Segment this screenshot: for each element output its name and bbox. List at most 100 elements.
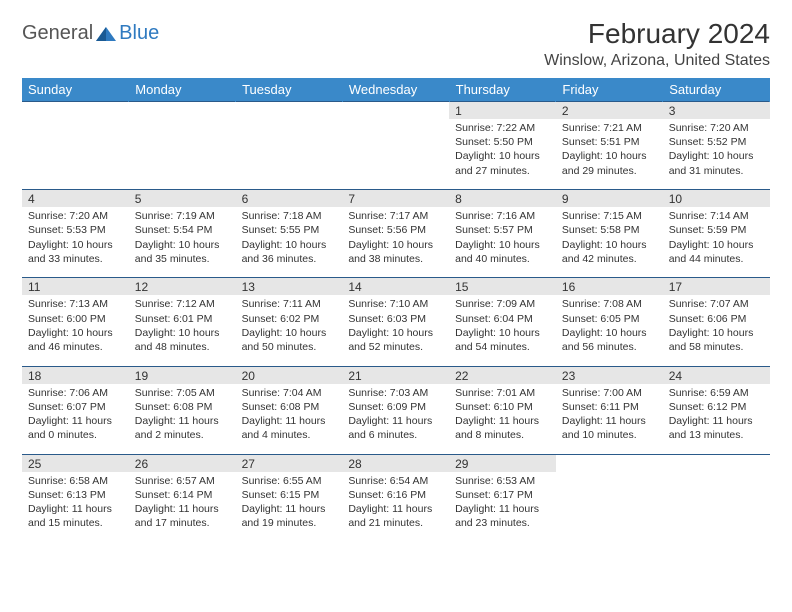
title-block: February 2024 Winslow, Arizona, United S… — [544, 18, 770, 70]
day-detail-cell — [342, 119, 449, 184]
sunrise-text: Sunrise: 7:09 AM — [455, 297, 550, 311]
day-detail-cell: Sunrise: 6:55 AMSunset: 6:15 PMDaylight:… — [236, 472, 343, 537]
day-number-cell: 26 — [129, 454, 236, 472]
day-number-row: 45678910 — [22, 190, 770, 208]
sunset-text: Sunset: 6:04 PM — [455, 312, 550, 326]
daylight-text-2: and 13 minutes. — [669, 428, 764, 442]
day-detail-cell: Sunrise: 7:17 AMSunset: 5:56 PMDaylight:… — [342, 207, 449, 272]
sunset-text: Sunset: 5:50 PM — [455, 135, 550, 149]
day-number-cell: 19 — [129, 366, 236, 384]
daylight-text-2: and 48 minutes. — [135, 340, 230, 354]
day-number-cell — [236, 102, 343, 120]
sunset-text: Sunset: 6:05 PM — [562, 312, 657, 326]
day-number-cell: 9 — [556, 190, 663, 208]
daylight-text-1: Daylight: 10 hours — [669, 326, 764, 340]
day-number-cell — [342, 102, 449, 120]
day-detail-cell: Sunrise: 7:14 AMSunset: 5:59 PMDaylight:… — [663, 207, 770, 272]
day-detail-cell: Sunrise: 7:01 AMSunset: 6:10 PMDaylight:… — [449, 384, 556, 449]
sunset-text: Sunset: 6:02 PM — [242, 312, 337, 326]
day-detail-cell: Sunrise: 6:59 AMSunset: 6:12 PMDaylight:… — [663, 384, 770, 449]
sunrise-text: Sunrise: 6:54 AM — [348, 474, 443, 488]
day-detail-row: Sunrise: 7:06 AMSunset: 6:07 PMDaylight:… — [22, 384, 770, 449]
day-detail-cell: Sunrise: 7:16 AMSunset: 5:57 PMDaylight:… — [449, 207, 556, 272]
daylight-text-2: and 15 minutes. — [28, 516, 123, 530]
day-detail-cell: Sunrise: 7:19 AMSunset: 5:54 PMDaylight:… — [129, 207, 236, 272]
sunrise-text: Sunrise: 7:07 AM — [669, 297, 764, 311]
calendar-body: 123Sunrise: 7:22 AMSunset: 5:50 PMDaylig… — [22, 102, 770, 543]
day-detail-cell: Sunrise: 7:08 AMSunset: 6:05 PMDaylight:… — [556, 295, 663, 360]
day-number-cell: 14 — [342, 278, 449, 296]
sunset-text: Sunset: 6:12 PM — [669, 400, 764, 414]
sunset-text: Sunset: 6:01 PM — [135, 312, 230, 326]
logo-triangle-icon — [95, 25, 117, 43]
daylight-text-2: and 31 minutes. — [669, 164, 764, 178]
month-title: February 2024 — [544, 18, 770, 50]
sunrise-text: Sunrise: 7:21 AM — [562, 121, 657, 135]
daylight-text-1: Daylight: 11 hours — [348, 502, 443, 516]
day-detail-cell — [22, 119, 129, 184]
weekday-header: Friday — [556, 78, 663, 102]
day-detail-cell: Sunrise: 7:21 AMSunset: 5:51 PMDaylight:… — [556, 119, 663, 184]
day-detail-cell: Sunrise: 7:00 AMSunset: 6:11 PMDaylight:… — [556, 384, 663, 449]
daylight-text-2: and 54 minutes. — [455, 340, 550, 354]
sunrise-text: Sunrise: 6:53 AM — [455, 474, 550, 488]
sunrise-text: Sunrise: 7:08 AM — [562, 297, 657, 311]
daylight-text-1: Daylight: 10 hours — [242, 238, 337, 252]
sunrise-text: Sunrise: 7:20 AM — [669, 121, 764, 135]
sunset-text: Sunset: 6:10 PM — [455, 400, 550, 414]
day-number-cell: 18 — [22, 366, 129, 384]
sunset-text: Sunset: 6:03 PM — [348, 312, 443, 326]
daylight-text-1: Daylight: 11 hours — [455, 502, 550, 516]
day-detail-cell: Sunrise: 7:06 AMSunset: 6:07 PMDaylight:… — [22, 384, 129, 449]
day-number-row: 123 — [22, 102, 770, 120]
day-number-cell — [129, 102, 236, 120]
calendar-table: SundayMondayTuesdayWednesdayThursdayFrid… — [22, 78, 770, 542]
sunrise-text: Sunrise: 7:19 AM — [135, 209, 230, 223]
daylight-text-2: and 6 minutes. — [348, 428, 443, 442]
sunrise-text: Sunrise: 7:12 AM — [135, 297, 230, 311]
day-detail-cell — [556, 472, 663, 537]
sunrise-text: Sunrise: 7:06 AM — [28, 386, 123, 400]
logo-text-blue: Blue — [119, 22, 159, 45]
daylight-text-2: and 23 minutes. — [455, 516, 550, 530]
sunrise-text: Sunrise: 7:00 AM — [562, 386, 657, 400]
calendar-page: General Blue February 2024 Winslow, Ariz… — [0, 0, 792, 542]
day-number-cell: 5 — [129, 190, 236, 208]
daylight-text-2: and 56 minutes. — [562, 340, 657, 354]
daylight-text-1: Daylight: 10 hours — [242, 326, 337, 340]
day-detail-row: Sunrise: 6:58 AMSunset: 6:13 PMDaylight:… — [22, 472, 770, 537]
day-number-cell: 15 — [449, 278, 556, 296]
sunset-text: Sunset: 6:09 PM — [348, 400, 443, 414]
day-number-cell: 28 — [342, 454, 449, 472]
sunrise-text: Sunrise: 6:59 AM — [669, 386, 764, 400]
daylight-text-1: Daylight: 11 hours — [28, 502, 123, 516]
day-number-cell: 24 — [663, 366, 770, 384]
sunrise-text: Sunrise: 7:03 AM — [348, 386, 443, 400]
sunrise-text: Sunrise: 7:15 AM — [562, 209, 657, 223]
sunset-text: Sunset: 6:11 PM — [562, 400, 657, 414]
sunset-text: Sunset: 5:53 PM — [28, 223, 123, 237]
day-detail-cell: Sunrise: 7:10 AMSunset: 6:03 PMDaylight:… — [342, 295, 449, 360]
daylight-text-2: and 40 minutes. — [455, 252, 550, 266]
daylight-text-1: Daylight: 10 hours — [348, 326, 443, 340]
daylight-text-2: and 38 minutes. — [348, 252, 443, 266]
daylight-text-1: Daylight: 10 hours — [28, 238, 123, 252]
sunrise-text: Sunrise: 7:05 AM — [135, 386, 230, 400]
day-number-cell: 17 — [663, 278, 770, 296]
sunset-text: Sunset: 6:08 PM — [135, 400, 230, 414]
daylight-text-2: and 8 minutes. — [455, 428, 550, 442]
day-detail-cell: Sunrise: 7:05 AMSunset: 6:08 PMDaylight:… — [129, 384, 236, 449]
weekday-header: Saturday — [663, 78, 770, 102]
sunrise-text: Sunrise: 7:11 AM — [242, 297, 337, 311]
logo-text-general: General — [22, 22, 93, 45]
weekday-header: Tuesday — [236, 78, 343, 102]
sunset-text: Sunset: 6:13 PM — [28, 488, 123, 502]
day-detail-cell: Sunrise: 6:57 AMSunset: 6:14 PMDaylight:… — [129, 472, 236, 537]
day-number-cell: 27 — [236, 454, 343, 472]
daylight-text-1: Daylight: 11 hours — [562, 414, 657, 428]
day-detail-row: Sunrise: 7:13 AMSunset: 6:00 PMDaylight:… — [22, 295, 770, 360]
sunset-text: Sunset: 5:58 PM — [562, 223, 657, 237]
sunrise-text: Sunrise: 7:13 AM — [28, 297, 123, 311]
day-number-cell: 29 — [449, 454, 556, 472]
day-number-cell: 11 — [22, 278, 129, 296]
